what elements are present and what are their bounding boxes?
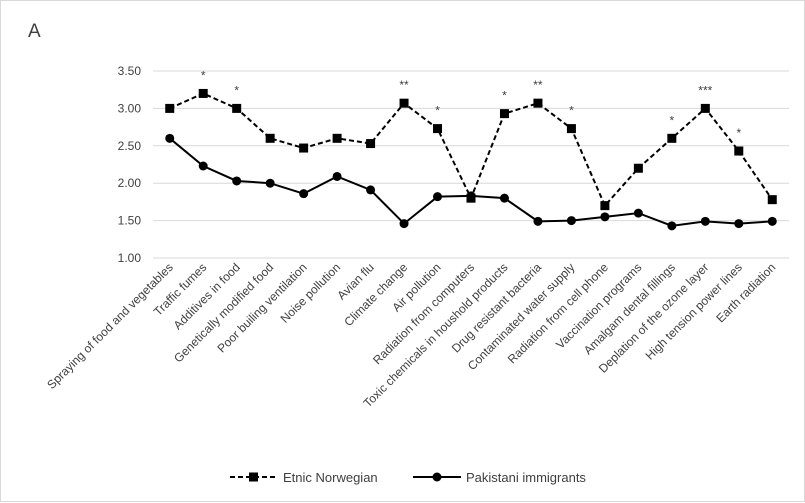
y-tick-label: 1.50 xyxy=(118,214,142,228)
legend-label-etnic-norwegian: Etnic Norwegian xyxy=(283,469,378,485)
data-point-square xyxy=(566,124,576,134)
panel-label: A xyxy=(28,21,41,42)
legend-item-pakistani-immigrants: Pakistani immigrants xyxy=(412,467,586,487)
data-point-circle xyxy=(566,216,576,226)
significance-annotation: ** xyxy=(533,78,543,92)
data-point-square xyxy=(232,103,242,113)
data-point-circle xyxy=(667,221,677,231)
significance-annotation: ** xyxy=(399,78,409,92)
data-point-square xyxy=(499,109,509,119)
y-tick-label: 3.50 xyxy=(118,64,142,78)
data-point-square xyxy=(767,195,777,205)
data-point-circle xyxy=(499,193,509,203)
data-point-circle xyxy=(600,212,610,222)
x-tick-label: Spraying of food and vegetables xyxy=(44,260,176,392)
data-point-square xyxy=(198,88,208,98)
data-point-circle xyxy=(366,185,376,195)
data-point-square xyxy=(633,163,643,173)
data-point-circle xyxy=(265,178,275,188)
data-point-circle xyxy=(198,161,208,171)
data-point-square xyxy=(299,143,309,153)
data-point-circle xyxy=(767,216,777,226)
data-point-square xyxy=(734,146,744,156)
data-point-square xyxy=(600,201,610,211)
data-point-circle xyxy=(232,176,242,186)
significance-annotation: * xyxy=(502,89,507,103)
data-point-square xyxy=(700,103,710,113)
series-line-etnic-norwegian xyxy=(169,92,774,208)
data-point-circle xyxy=(466,191,476,201)
y-tick-label: 2.50 xyxy=(118,139,142,153)
data-point-square xyxy=(366,139,376,149)
significance-annotation: * xyxy=(736,126,741,140)
x-tick-label: Noise pollution xyxy=(278,260,344,326)
legend-label-pakistani-immigrants: Pakistani immigrants xyxy=(466,469,586,485)
x-tick-label: Earth radiation xyxy=(713,260,778,325)
data-point-circle xyxy=(700,216,710,226)
data-point-square xyxy=(332,133,342,143)
y-tick-label: 2.00 xyxy=(118,176,142,190)
significance-annotation: * xyxy=(201,68,206,82)
data-point-circle xyxy=(633,208,643,218)
legend: Etnic Norwegian Pakistani immigrants xyxy=(1,467,805,487)
data-point-circle xyxy=(332,171,342,181)
data-point-square xyxy=(667,133,677,143)
data-point-square xyxy=(533,98,543,108)
data-point-square xyxy=(399,98,409,108)
data-point-circle xyxy=(533,216,543,226)
significance-annotation: * xyxy=(234,83,239,97)
series-line-pakistani-immigrants xyxy=(169,137,773,227)
data-point-circle xyxy=(399,219,409,229)
significance-annotation: * xyxy=(670,113,675,127)
data-point-square xyxy=(165,103,175,113)
significance-annotation: * xyxy=(569,104,574,118)
data-point-circle xyxy=(165,133,175,143)
data-point-circle xyxy=(433,192,443,202)
legend-solid-circle-icon xyxy=(413,472,461,482)
data-point-square xyxy=(433,124,443,134)
significance-annotation: *** xyxy=(698,83,712,97)
y-tick-label: 3.00 xyxy=(118,101,142,115)
y-tick-label: 1.00 xyxy=(118,251,142,265)
data-point-square xyxy=(265,133,275,143)
legend-dashed-square-icon xyxy=(230,472,278,482)
data-point-circle xyxy=(734,219,744,229)
legend-item-etnic-norwegian: Etnic Norwegian xyxy=(229,467,378,487)
significance-annotation: * xyxy=(435,104,440,118)
data-point-circle xyxy=(299,189,309,199)
